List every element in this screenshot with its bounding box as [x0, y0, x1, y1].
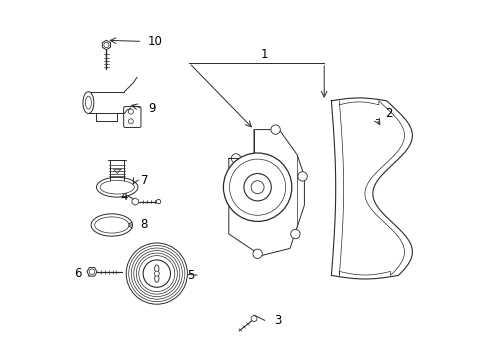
Ellipse shape [155, 275, 159, 282]
Ellipse shape [91, 214, 132, 236]
Ellipse shape [97, 177, 138, 197]
Ellipse shape [100, 180, 134, 194]
Circle shape [128, 109, 133, 114]
Circle shape [104, 42, 109, 48]
Text: 2: 2 [386, 107, 393, 120]
Text: 6: 6 [74, 267, 81, 280]
Circle shape [131, 248, 182, 299]
Circle shape [129, 246, 185, 302]
Ellipse shape [85, 96, 91, 109]
Polygon shape [132, 198, 138, 205]
Text: 10: 10 [148, 35, 163, 48]
Ellipse shape [155, 265, 159, 272]
Circle shape [128, 119, 133, 124]
Circle shape [223, 153, 292, 221]
Circle shape [156, 199, 161, 204]
Circle shape [139, 256, 175, 292]
Text: 7: 7 [141, 174, 148, 186]
Text: 4: 4 [121, 190, 128, 203]
Circle shape [143, 260, 171, 287]
Circle shape [231, 154, 241, 163]
Ellipse shape [83, 92, 94, 113]
Circle shape [244, 174, 271, 201]
FancyBboxPatch shape [123, 107, 141, 127]
Polygon shape [87, 267, 97, 276]
Text: 1: 1 [261, 48, 269, 60]
Circle shape [126, 243, 187, 304]
Circle shape [271, 125, 280, 134]
Text: 8: 8 [141, 219, 148, 231]
Polygon shape [229, 130, 304, 256]
Circle shape [291, 229, 300, 239]
Circle shape [229, 159, 286, 215]
Circle shape [89, 269, 95, 275]
Polygon shape [251, 315, 257, 322]
Circle shape [134, 251, 180, 297]
Circle shape [253, 249, 262, 258]
Circle shape [136, 253, 177, 294]
Circle shape [298, 172, 307, 181]
Polygon shape [331, 98, 413, 279]
Circle shape [251, 181, 264, 194]
Text: 5: 5 [187, 269, 195, 282]
Text: 3: 3 [274, 314, 281, 327]
Circle shape [154, 271, 159, 276]
Ellipse shape [95, 217, 129, 233]
Polygon shape [102, 40, 110, 50]
Text: 9: 9 [148, 102, 155, 114]
